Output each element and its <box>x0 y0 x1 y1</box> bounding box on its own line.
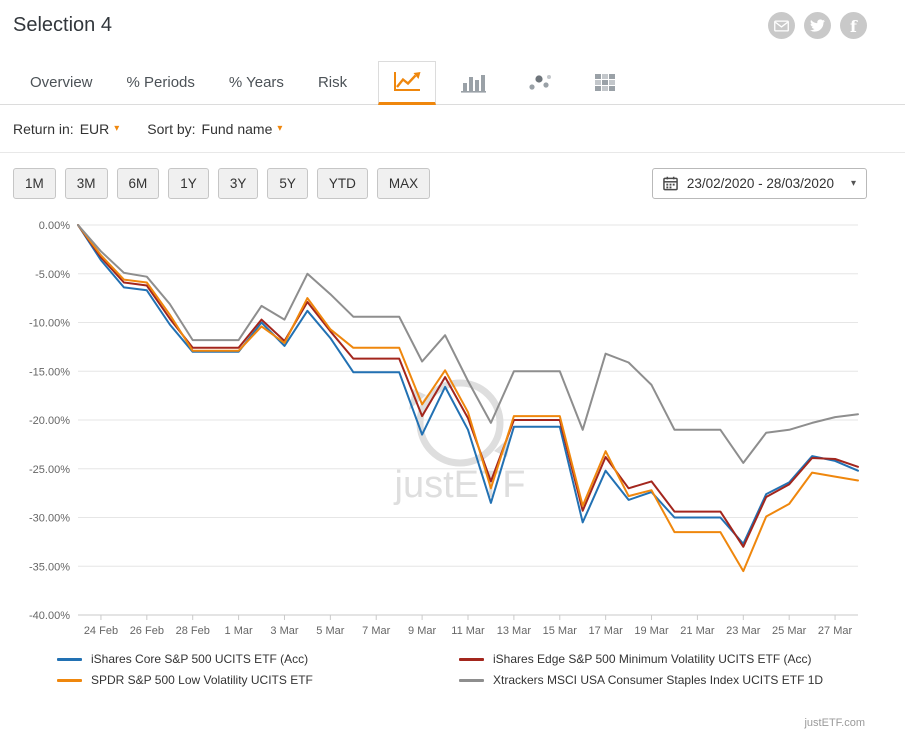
calendar-icon <box>663 176 678 191</box>
y-axis-tick-label: -35.00% <box>29 561 70 573</box>
bar-chart-icon <box>458 71 488 95</box>
sort-by-control: Sort by: Fund name ▾ <box>147 121 282 137</box>
chevron-down-icon: ▾ <box>277 122 283 134</box>
x-axis-tick-label: 27 Mar <box>818 625 853 637</box>
tab-risk-return-chart[interactable] <box>510 61 568 105</box>
x-axis-tick-label: 17 Mar <box>589 625 624 637</box>
legend-swatch <box>57 678 82 682</box>
date-range-value: 23/02/2020 - 28/03/2020 <box>686 176 834 191</box>
x-axis-tick-label: 23 Mar <box>726 625 761 637</box>
tab-percent-periods[interactable]: % Periods <box>126 74 195 91</box>
return-in-control: Return in: EUR ▾ <box>13 121 119 137</box>
period-button-5y[interactable]: 5Y <box>267 168 308 199</box>
y-axis-tick-label: -5.00% <box>35 269 70 281</box>
chart-legend: iShares Core S&P 500 UCITS ETF (Acc) iSha… <box>57 652 905 687</box>
facebook-share-button[interactable]: f <box>840 12 867 39</box>
legend-label: iShares Edge S&P 500 Minimum Volatility … <box>493 652 812 666</box>
x-axis-tick-label: 1 Mar <box>225 625 253 637</box>
scatter-chart-icon <box>524 71 554 95</box>
x-axis-tick-label: 13 Mar <box>497 625 532 637</box>
x-axis-tick-label: 11 Mar <box>451 625 485 637</box>
share-buttons: f <box>768 12 867 39</box>
period-button-max[interactable]: MAX <box>376 168 431 199</box>
tab-overview[interactable]: Overview <box>30 74 93 91</box>
x-axis-tick-label: 3 Mar <box>270 625 298 637</box>
x-axis-tick-label: 24 Feb <box>84 625 118 637</box>
legend-item[interactable]: Xtrackers MSCI USA Consumer Staples Inde… <box>459 673 905 687</box>
toolbar: 1M 3M 6M 1Y 3Y 5Y YTD MAX 23/02/2020 - 28/03/20… <box>0 168 905 199</box>
y-axis-tick-label: -25.00% <box>29 464 70 476</box>
tab-bar-chart[interactable] <box>444 61 502 105</box>
chevron-down-icon: ▾ <box>850 177 856 189</box>
legend-item[interactable]: iShares Core S&P 500 UCITS ETF (Acc) <box>57 652 449 666</box>
chart-area: 0.00% -5.00% -10.00% -15.00% -20.00% -25.00% -… <box>0 213 905 648</box>
page-title: Selection 4 <box>13 14 112 36</box>
header: Selection 4 f <box>0 10 905 39</box>
tab-risk[interactable]: Risk <box>317 74 348 91</box>
period-button-1m[interactable]: 1M <box>13 168 56 199</box>
series-line <box>77 224 859 548</box>
email-icon <box>774 19 789 32</box>
currency-dropdown[interactable]: EUR ▾ <box>80 121 120 137</box>
period-button-3y[interactable]: 3Y <box>217 168 259 199</box>
return-in-label: Return in: <box>13 120 74 137</box>
twitter-share-button[interactable] <box>804 12 831 39</box>
y-axis-tick-label: -10.00% <box>29 318 70 330</box>
y-axis-tick-label: -20.00% <box>29 415 70 427</box>
currency-value: EUR <box>79 120 110 137</box>
x-axis-tick-label: 25 Mar <box>772 625 807 637</box>
x-axis-tick-label: 15 Mar <box>543 625 578 637</box>
legend-swatch <box>459 657 484 661</box>
legend-label: iShares Core S&P 500 UCITS ETF (Acc) <box>91 652 309 666</box>
heatmap-chart-icon <box>590 71 620 95</box>
chevron-down-icon: ▾ <box>114 122 120 134</box>
sort-by-label: Sort by: <box>147 120 196 137</box>
watermark-text: justETF <box>394 464 526 506</box>
x-axis-tick-label: 5 Mar <box>316 625 344 637</box>
tab-bar: Overview % Periods % Years Risk <box>0 61 905 105</box>
tab-percent-years[interactable]: % Years <box>228 74 284 91</box>
y-axis-tick-label: -40.00% <box>29 610 70 622</box>
y-axis-tick-label: 0.00% <box>39 220 70 232</box>
legend-label: SPDR S&P 500 Low Volatility UCITS ETF <box>91 673 313 687</box>
x-axis-tick-label: 28 Feb <box>176 625 210 637</box>
justetf-watermark: justETF <box>394 379 526 506</box>
period-button-3m[interactable]: 3M <box>64 168 108 199</box>
series-line <box>77 224 859 573</box>
period-button-1y[interactable]: 1Y <box>168 168 209 199</box>
date-range-picker[interactable]: 23/02/2020 - 28/03/2020 ▾ <box>651 168 867 199</box>
period-button-6m[interactable]: 6M <box>116 168 160 199</box>
period-button-ytd[interactable]: YTD <box>316 168 368 199</box>
y-axis-tick-label: -15.00% <box>29 366 70 378</box>
line-chart-icon <box>392 70 422 94</box>
legend-swatch <box>459 678 484 682</box>
legend-item[interactable]: SPDR S&P 500 Low Volatility UCITS ETF <box>57 673 449 687</box>
period-buttons: 1M 3M 6M 1Y 3Y 5Y YTD MAX <box>13 168 431 199</box>
sort-by-dropdown[interactable]: Fund name ▾ <box>202 121 283 137</box>
x-axis-tick-label: 21 Mar <box>680 625 715 637</box>
legend-item[interactable]: iShares Edge S&P 500 Minimum Volatility … <box>459 652 905 666</box>
sort-by-value: Fund name <box>201 120 273 137</box>
controls-bar: Return in: EUR ▾ Sort by: Fund name ▾ <box>0 105 905 153</box>
performance-chart[interactable]: 0.00% -5.00% -10.00% -15.00% -20.00% -25.00% -… <box>8 213 888 643</box>
tab-heatmap-chart[interactable] <box>576 61 634 105</box>
legend-swatch <box>57 657 82 661</box>
x-axis-tick-label: 7 Mar <box>362 625 390 637</box>
site-credit: justETF.com <box>804 717 865 729</box>
facebook-icon: f <box>850 17 857 36</box>
legend-label: Xtrackers MSCI USA Consumer Staples Inde… <box>493 673 824 687</box>
x-axis-tick-label: 9 Mar <box>408 625 436 637</box>
tab-performance-chart[interactable] <box>378 61 437 105</box>
y-axis-tick-label: -30.00% <box>29 513 70 525</box>
x-axis-tick-label: 19 Mar <box>634 625 669 637</box>
x-axis-tick-label: 26 Feb <box>130 625 164 637</box>
twitter-icon <box>810 18 825 33</box>
series-line <box>77 224 859 464</box>
email-share-button[interactable] <box>768 12 795 39</box>
